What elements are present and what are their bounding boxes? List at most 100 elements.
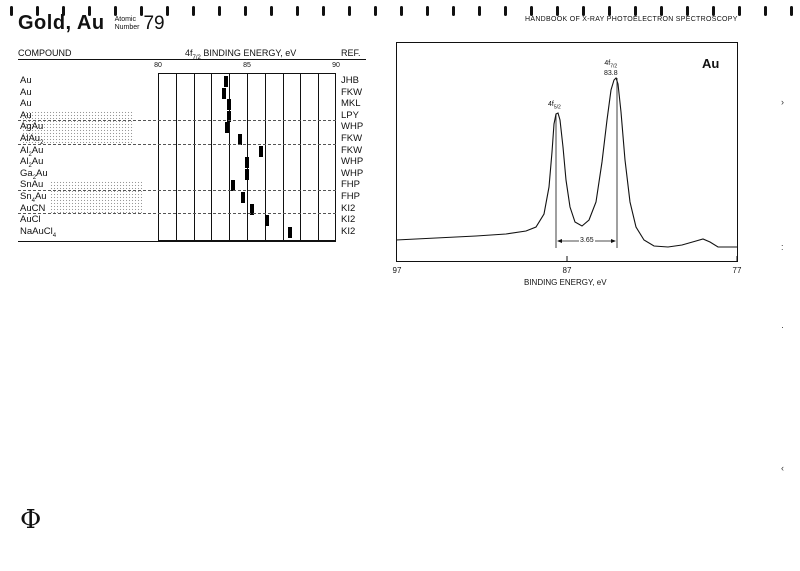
binding-energy-mark <box>230 180 235 192</box>
energy-axis-tick: 85 <box>243 62 251 69</box>
punch-hole <box>530 6 533 16</box>
punch-hole <box>348 6 351 16</box>
punch-hole <box>218 6 221 16</box>
compound-name: SnAu <box>20 179 44 191</box>
compound-name: Al2Au <box>20 156 44 170</box>
punch-hole <box>764 6 767 16</box>
compound-name: Au <box>20 86 32 98</box>
arrow-left-head <box>557 239 562 243</box>
grid-line <box>193 73 195 241</box>
binding-energy-mark <box>245 157 249 169</box>
arrow-right-head <box>611 239 616 243</box>
x-tick-87: 87 <box>562 266 572 275</box>
edge-mark: : <box>781 242 784 252</box>
row-separator <box>18 120 336 122</box>
punch-hole <box>88 6 91 16</box>
punch-hole <box>634 6 637 16</box>
reference-code: JHB <box>341 75 359 86</box>
punch-hole <box>374 6 377 16</box>
phi-logo: Φ <box>20 505 42 535</box>
energy-column-header: 4f7/2 BINDING ENERGY, eV <box>185 48 297 61</box>
reference-code: FKW <box>341 133 363 144</box>
reference-code: WHP <box>341 156 364 168</box>
table-header: COMPOUND 4f7/2 BINDING ENERGY, eV REF. <box>18 48 366 62</box>
x-axis-label: BINDING ENERGY, eV <box>524 278 607 287</box>
compound-name: Au <box>20 98 32 110</box>
punch-hole <box>140 6 143 16</box>
element-title: Gold, Au Atomic Number 79 <box>18 12 165 35</box>
binding-energy-mark <box>221 87 226 99</box>
grid-line <box>264 73 266 241</box>
compound-column-header: COMPOUND <box>18 48 72 58</box>
punch-hole <box>244 6 247 16</box>
punch-hole <box>478 6 481 16</box>
punch-hole <box>36 6 39 16</box>
grid-line <box>247 73 248 241</box>
reference-code: WHP <box>341 167 364 179</box>
binding-energy-mark <box>223 76 228 87</box>
compound-name: AgAu <box>20 121 44 133</box>
punch-hole <box>192 6 195 16</box>
reference-code: KI2 <box>341 225 356 237</box>
reference-code: LPY <box>341 109 359 121</box>
reference-code: FKW <box>341 86 363 98</box>
atomic-number-label: Atomic Number <box>114 16 140 31</box>
grid-line <box>211 73 213 241</box>
binding-energy-mark <box>259 145 264 157</box>
compound-name: Au <box>20 75 32 86</box>
header-rule <box>18 59 366 60</box>
compound-name: AlAu2 <box>20 133 44 146</box>
energy-axis-tick: 80 <box>154 62 162 69</box>
atomic-number: 79 <box>143 13 165 34</box>
table-bottom-rule <box>18 241 336 242</box>
punch-hole <box>660 6 663 16</box>
punch-hole <box>504 6 507 16</box>
binding-energy-mark <box>287 226 292 238</box>
x-tick-77: 77 <box>732 266 742 275</box>
handbook-running-head: HANDBOOK OF X-RAY PHOTOELECTRON SPECTROS… <box>525 16 738 23</box>
grid-line <box>300 73 302 241</box>
edge-mark: › <box>781 97 784 107</box>
reference-code: KI2 <box>341 202 356 214</box>
reference-code: FKW <box>341 144 363 156</box>
binder-punch-holes <box>0 0 800 20</box>
punch-hole <box>10 6 13 16</box>
reference-code: WHP <box>341 121 364 133</box>
energy-axis-tick: 90 <box>332 62 340 69</box>
punch-hole <box>270 6 273 16</box>
reference-code: FHP <box>341 179 360 191</box>
binding-energy-mark <box>264 215 269 227</box>
punch-hole <box>322 6 325 16</box>
punch-hole <box>556 6 559 16</box>
peak-4f72-value: 83.8 <box>604 70 618 78</box>
compound-name: AuCl <box>20 214 41 226</box>
x-tick-97: 97 <box>392 266 402 275</box>
compound-name: Sn4Au <box>20 191 47 204</box>
punch-hole <box>426 6 429 16</box>
punch-hole <box>790 6 793 16</box>
binding-energy-mark <box>245 168 249 180</box>
reference-code: FHP <box>341 191 360 202</box>
peak-4f52-label: 4f5/2 <box>548 101 561 111</box>
binding-energy-mark <box>250 203 255 215</box>
punch-hole <box>296 6 299 16</box>
reference-code: MKL <box>341 98 361 110</box>
stipple-shading <box>22 111 134 145</box>
punch-hole <box>166 6 169 16</box>
edge-mark: · <box>781 322 784 332</box>
binding-energy-mark <box>227 110 232 122</box>
punch-hole <box>62 6 65 16</box>
compound-name: Al2Au <box>20 144 44 158</box>
grid-line <box>229 73 231 241</box>
compound-name: Ga2Au <box>20 167 48 181</box>
grid-line <box>282 73 284 241</box>
compound-name: Au <box>20 109 32 121</box>
row-separator <box>18 190 336 191</box>
spin-orbit-separation: 3.65 <box>579 237 595 244</box>
punch-hole <box>608 6 611 16</box>
punch-hole <box>452 6 455 16</box>
reference-code: KI2 <box>341 214 356 226</box>
compound-name: AuCN <box>20 202 46 214</box>
ref-column-header: REF. <box>341 48 361 58</box>
binding-energy-mark <box>225 122 230 134</box>
